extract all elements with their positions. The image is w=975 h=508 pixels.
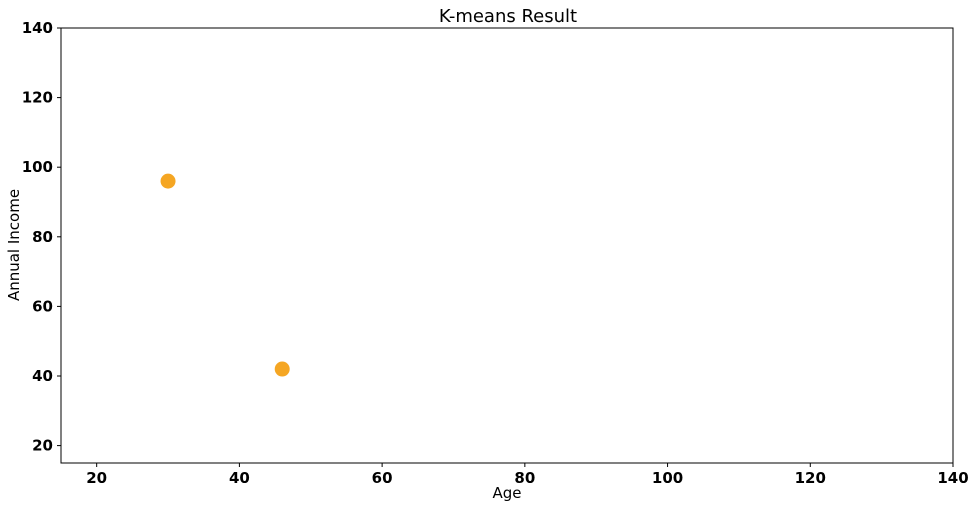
- y-axis: 20 40 60 80 100 120 140: [22, 19, 61, 455]
- x-tick-label: 80: [514, 469, 535, 487]
- y-tick-label: 140: [22, 19, 53, 37]
- y-tick-label: 40: [32, 367, 53, 385]
- x-axis-label: Age: [492, 484, 521, 502]
- x-tick-label: 20: [86, 469, 107, 487]
- x-tick-label: 60: [372, 469, 393, 487]
- x-tick-label: 140: [937, 469, 968, 487]
- x-axis: 20 40 60 80 100 120 140: [86, 463, 969, 487]
- y-tick-label: 100: [22, 158, 53, 176]
- y-tick-label: 120: [22, 89, 53, 107]
- y-tick-label: 80: [32, 228, 53, 246]
- x-tick-label: 100: [652, 469, 683, 487]
- data-point: [160, 173, 176, 189]
- y-axis-label: Annual Income: [5, 189, 23, 301]
- chart-title: K-means Result: [439, 6, 577, 27]
- x-tick-label: 40: [229, 469, 250, 487]
- plot-area: [60, 27, 954, 464]
- y-tick-label: 20: [32, 437, 53, 455]
- y-tick-label: 60: [32, 297, 53, 315]
- data-point: [274, 361, 290, 377]
- data-points: [160, 173, 290, 377]
- x-tick-label: 120: [795, 469, 826, 487]
